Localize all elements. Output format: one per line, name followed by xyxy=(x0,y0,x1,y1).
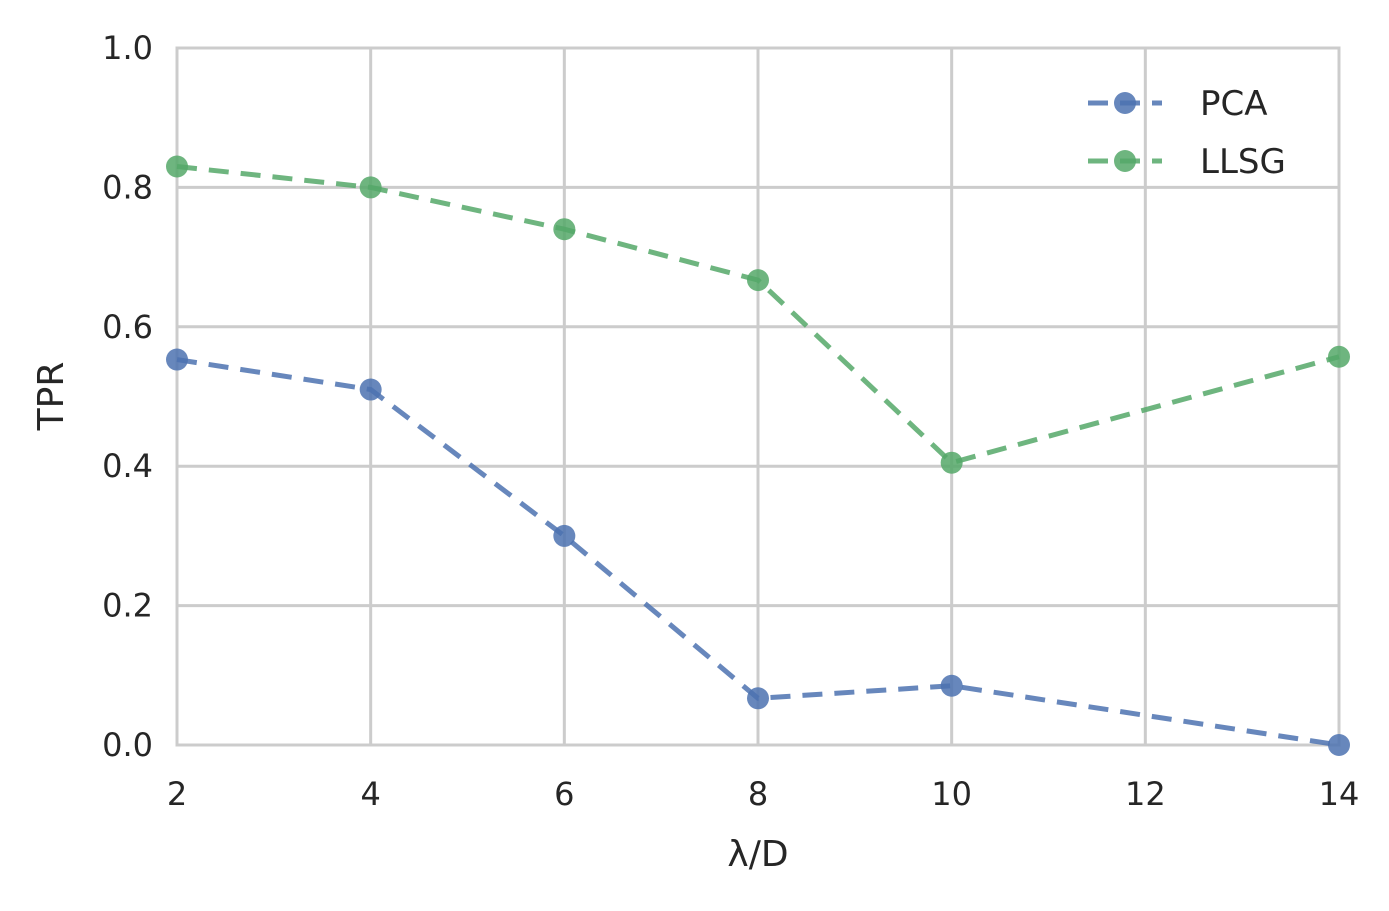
data-point xyxy=(553,524,576,547)
y-tick-label: 1.0 xyxy=(102,29,153,67)
legend-marker xyxy=(1114,92,1136,114)
legend-item: PCA xyxy=(1088,84,1268,124)
legend-label: LLSG xyxy=(1200,142,1286,182)
data-point xyxy=(553,218,576,241)
series-llsg xyxy=(166,155,1350,474)
data-point xyxy=(166,348,188,371)
legend: PCA LLSG xyxy=(1088,84,1286,182)
y-tick-label: 0.8 xyxy=(102,168,153,206)
data-point xyxy=(166,155,188,178)
y-tick-label: 0.2 xyxy=(102,587,153,625)
x-tick-label: 4 xyxy=(360,775,380,813)
data-point xyxy=(747,269,769,292)
x-axis-label: λ/D xyxy=(727,834,788,875)
x-tick-label: 8 xyxy=(748,775,768,813)
x-tick-label: 14 xyxy=(1319,775,1360,813)
series-layer xyxy=(166,155,1350,756)
y-tick-label: 0.4 xyxy=(102,447,153,485)
x-tick-label: 10 xyxy=(931,775,972,813)
data-point xyxy=(940,451,963,474)
plot-frame xyxy=(175,46,1341,747)
data-point xyxy=(747,687,769,710)
data-point xyxy=(359,378,382,401)
legend-item: LLSG xyxy=(1088,142,1286,182)
series-line xyxy=(176,164,1340,466)
x-tick-label: 2 xyxy=(167,775,187,813)
legend-label: PCA xyxy=(1200,84,1268,124)
data-point xyxy=(940,674,963,697)
data-point xyxy=(1328,734,1350,756)
y-axis-label: TPR xyxy=(31,362,72,432)
x-tick-label: 12 xyxy=(1125,775,1166,813)
series-pca xyxy=(166,348,1350,756)
series-line xyxy=(176,357,1340,748)
x-tick-label: 6 xyxy=(554,775,574,813)
y-tick-label: 0.6 xyxy=(102,308,153,346)
y-tick-labels: 0.0 0.2 0.4 0.6 0.8 1.0 xyxy=(102,29,153,764)
y-tick-label: 0.0 xyxy=(102,726,153,764)
data-point xyxy=(359,176,382,199)
data-point xyxy=(1328,345,1350,368)
x-tick-labels: 2 4 6 8 10 12 14 xyxy=(167,775,1360,813)
legend-marker xyxy=(1114,150,1136,172)
